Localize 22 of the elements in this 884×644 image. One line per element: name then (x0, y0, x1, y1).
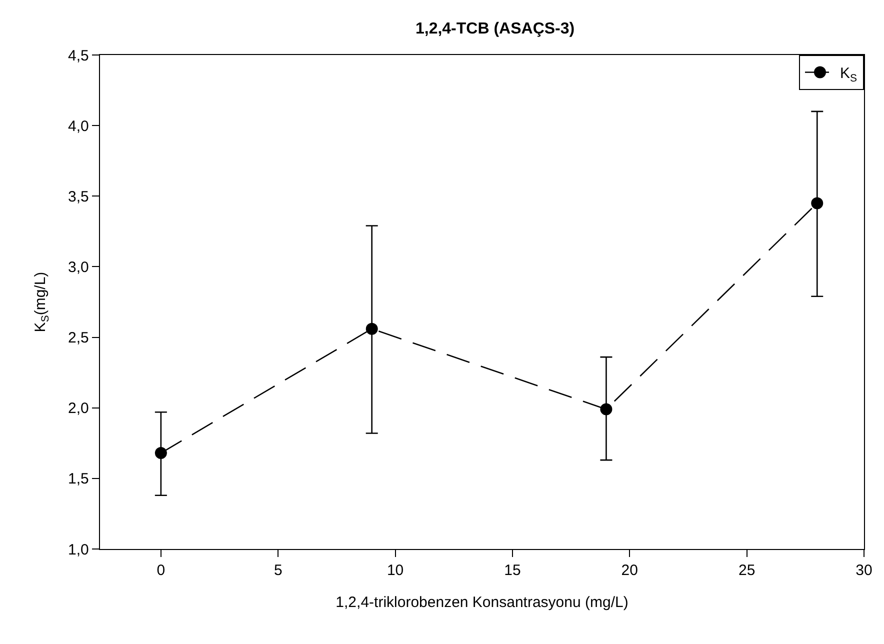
x-tick-label: 20 (621, 562, 638, 580)
y-tick-label: 1,5 (68, 470, 89, 488)
chart-title: 1,2,4-TCB (ASAÇS-3) (415, 20, 575, 38)
y-tick-label: 4,5 (68, 47, 89, 64)
point (600, 403, 612, 416)
y-tick-label: 2,5 (68, 330, 89, 347)
y-tick-label: 3,5 (68, 188, 89, 206)
y-tick-label: 3,0 (68, 258, 89, 276)
point (811, 197, 824, 210)
x-tick-label: 0 (156, 562, 166, 580)
point (366, 322, 378, 335)
point (154, 447, 167, 460)
x-tick-label: 15 (504, 562, 521, 580)
y-tick-label: 4,0 (68, 118, 89, 135)
x-tick-label: 5 (274, 562, 282, 580)
x-tick-label: 30 (856, 562, 872, 580)
x-axis-title: 1,2,4-triklorobenzen Konsantrasyonu (mg/L) (336, 594, 628, 612)
x-tick-label: 25 (738, 562, 756, 580)
x-tick-label: 10 (386, 562, 404, 580)
legend-label: K$_{S}$ (840, 65, 858, 84)
y-tick-label: 1,0 (68, 541, 89, 558)
y-tick-label: 2,0 (68, 400, 89, 418)
